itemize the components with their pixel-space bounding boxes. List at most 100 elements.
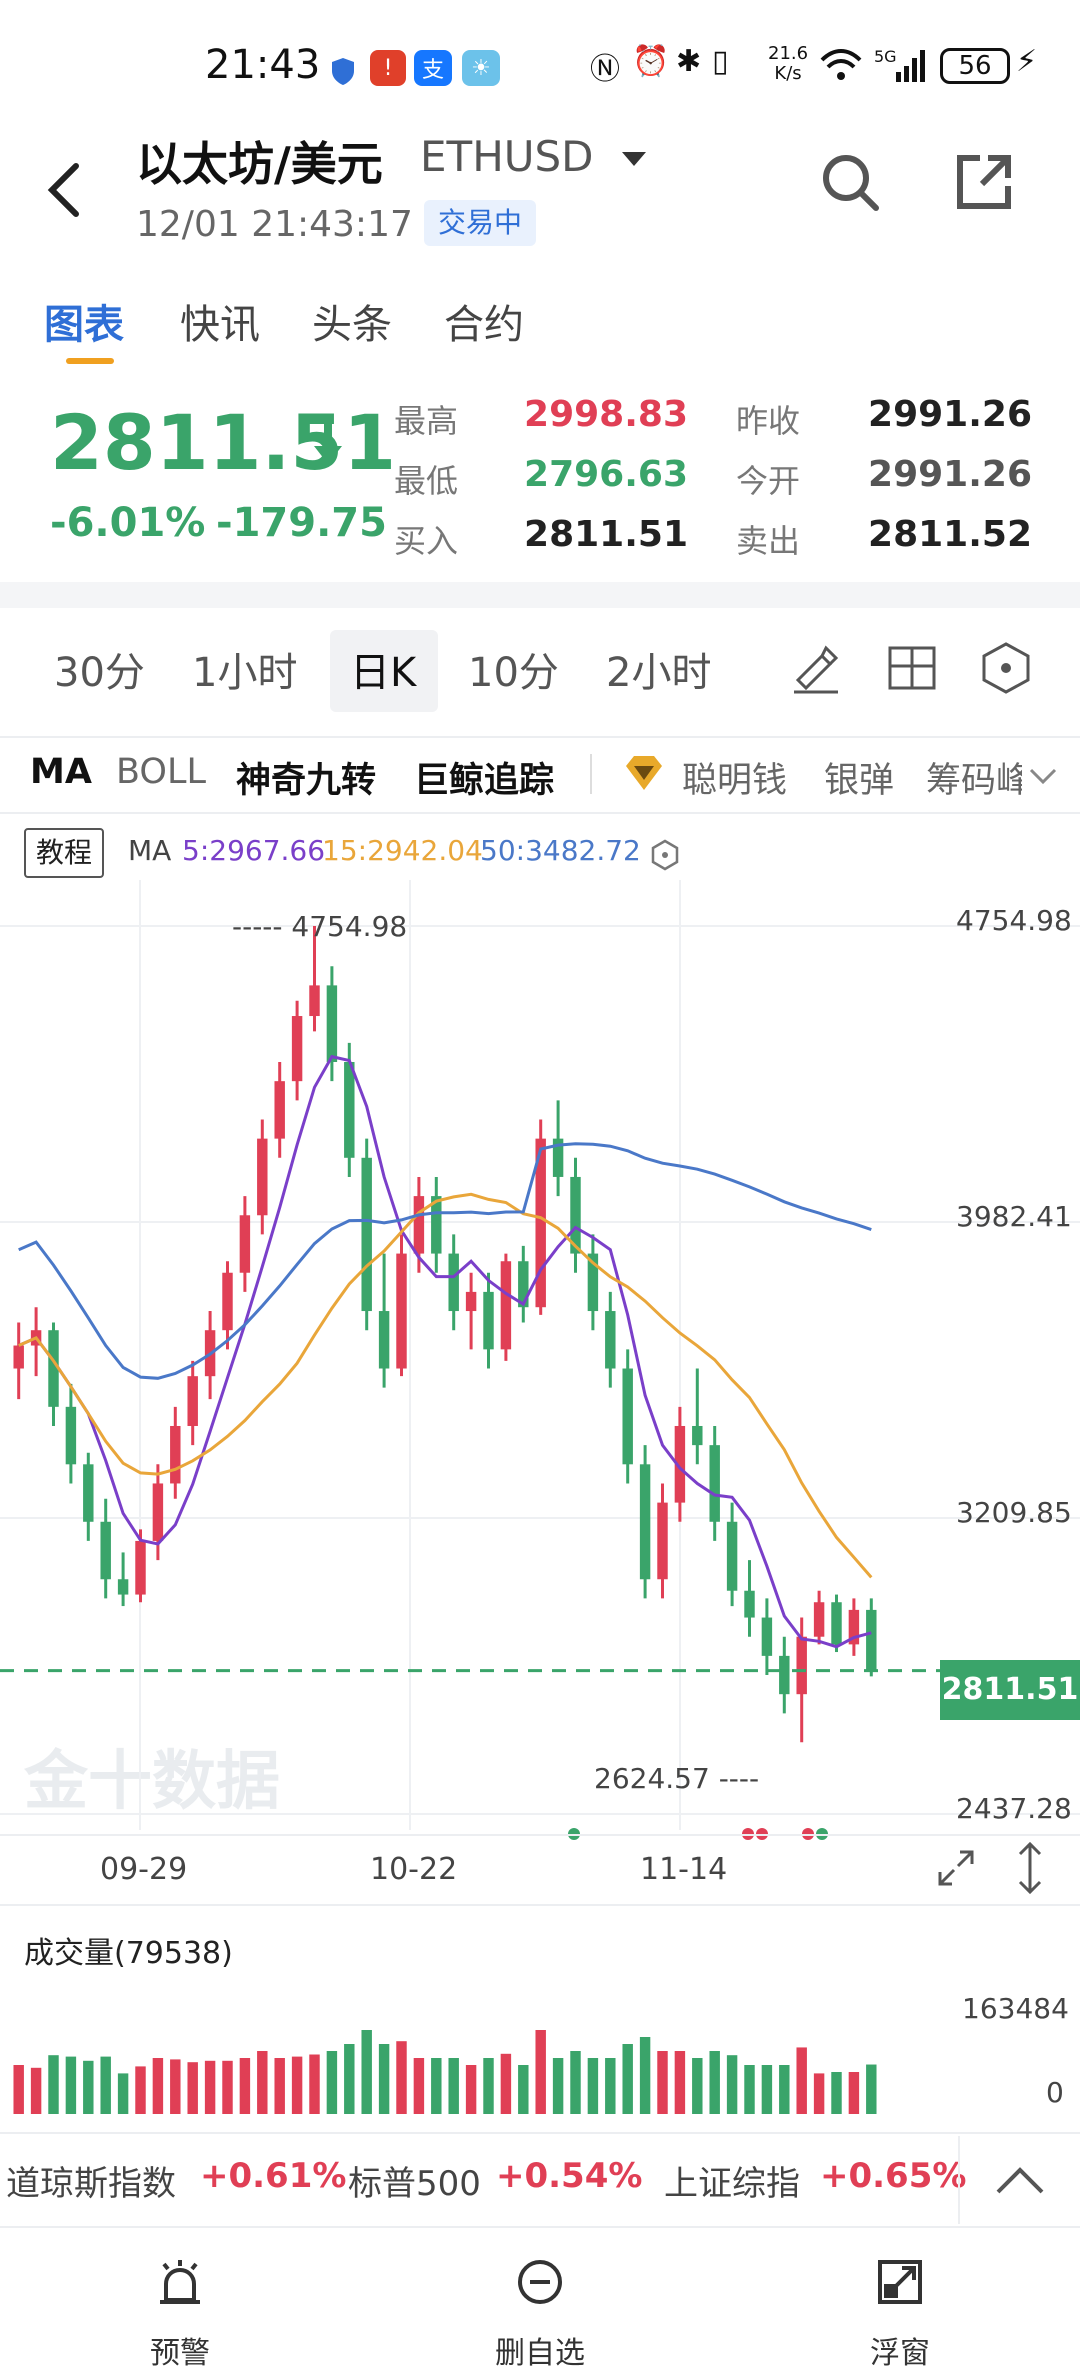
tab-headlines[interactable]: 头条 bbox=[312, 302, 392, 348]
indicator-whale-tracking[interactable]: 巨鲸追踪 bbox=[414, 761, 555, 801]
indicator-ma[interactable]: MA bbox=[30, 752, 92, 792]
alert-button[interactable]: 预警 bbox=[100, 2256, 260, 2372]
candle-body bbox=[309, 985, 320, 1017]
current-price-tag: 2811.51 bbox=[940, 1660, 1080, 1720]
watermark: 金十数据 bbox=[24, 1745, 280, 1819]
volume-bar bbox=[639, 2037, 651, 2114]
volume-bar bbox=[30, 2067, 42, 2114]
y-axis-label: 2437.28 bbox=[956, 1792, 1072, 1825]
period-10m[interactable]: 10分 bbox=[468, 650, 559, 696]
minus-circle-icon bbox=[518, 2260, 562, 2304]
x-axis-label: 11-14 bbox=[640, 1852, 728, 1887]
candle-body bbox=[361, 1157, 372, 1312]
candle-body bbox=[552, 1138, 564, 1177]
volume-bar bbox=[396, 2041, 407, 2114]
ma-settings-icon[interactable] bbox=[648, 838, 682, 872]
back-icon[interactable] bbox=[44, 160, 84, 220]
high-marker: ----- 4754.98 bbox=[232, 910, 408, 943]
period-30m[interactable]: 30分 bbox=[54, 650, 145, 696]
candle-body bbox=[779, 1655, 790, 1695]
candle-body bbox=[222, 1272, 233, 1331]
indicator-chips[interactable]: 筹码峰 bbox=[926, 761, 1022, 801]
chevron-down-icon[interactable] bbox=[1028, 766, 1058, 786]
high-value: 2998.83 bbox=[524, 394, 688, 435]
volume-bar bbox=[117, 2073, 129, 2114]
remove-watchlist-button[interactable]: 删自选 bbox=[460, 2256, 620, 2372]
candle-body bbox=[622, 1368, 633, 1465]
app-notif-icon: ! bbox=[370, 50, 406, 86]
battery-indicator: 56 bbox=[940, 48, 1010, 84]
candlestick-chart[interactable] bbox=[0, 880, 1080, 1840]
volume-bar bbox=[83, 2060, 94, 2114]
prev-close-value: 2991.26 bbox=[868, 394, 1032, 435]
candle-body bbox=[170, 1425, 181, 1484]
indicator-boll[interactable]: BOLL bbox=[116, 752, 206, 792]
ask-value: 2811.52 bbox=[868, 514, 1032, 555]
period-1h[interactable]: 1小时 bbox=[192, 650, 298, 696]
candle-body bbox=[396, 1253, 407, 1369]
candle-body bbox=[152, 1483, 164, 1541]
section-divider bbox=[0, 582, 1080, 608]
battery-level: 56 bbox=[958, 51, 992, 81]
ma-legend-label: MA bbox=[128, 834, 172, 867]
vertical-scale-icon[interactable] bbox=[1010, 1840, 1050, 1896]
net-speed: 21.6 K/s bbox=[768, 43, 809, 84]
status-time: 21:43 bbox=[205, 42, 321, 88]
volume-bar bbox=[448, 2058, 459, 2114]
divider bbox=[0, 1904, 1080, 1906]
period-daily[interactable]: 日K bbox=[350, 650, 417, 696]
candle-body bbox=[500, 1261, 512, 1350]
volume-bar bbox=[726, 2055, 738, 2114]
layout-grid-icon[interactable] bbox=[884, 640, 940, 696]
tutorial-button[interactable]: 教程 bbox=[24, 828, 105, 878]
fullscreen-icon[interactable] bbox=[934, 1846, 978, 1890]
volume-bar bbox=[309, 2054, 320, 2114]
candle-body bbox=[83, 1464, 94, 1522]
index-ticker[interactable] bbox=[0, 2132, 1080, 2228]
candle-body bbox=[605, 1311, 616, 1369]
alarm-icon: ⏰ bbox=[632, 44, 670, 79]
search-icon[interactable] bbox=[818, 150, 882, 214]
chevron-up-icon[interactable] bbox=[990, 2160, 1050, 2200]
alipay-icon: 支 bbox=[414, 50, 452, 86]
tab-contracts[interactable]: 合约 bbox=[444, 302, 524, 348]
period-2h[interactable]: 2小时 bbox=[606, 650, 712, 696]
low-marker: 2624.57 ---- bbox=[594, 1762, 760, 1795]
x-axis-label: 09-29 bbox=[100, 1852, 188, 1887]
volume-bar bbox=[257, 2051, 268, 2114]
float-window-button[interactable]: 浮窗 bbox=[820, 2256, 980, 2372]
volume-bar bbox=[500, 2053, 512, 2114]
candle-body bbox=[291, 1016, 303, 1082]
ma50-value: 50:3482.72 bbox=[480, 834, 641, 867]
volume-bar bbox=[170, 2059, 181, 2114]
chevron-down-icon[interactable] bbox=[622, 152, 646, 166]
volume-bar bbox=[152, 2058, 164, 2114]
volume-bar bbox=[761, 2065, 773, 2114]
status-badge: 交易中 bbox=[424, 200, 537, 246]
indicator-silver-bullet[interactable]: 银弹 bbox=[824, 761, 895, 801]
volume-bar bbox=[570, 2051, 581, 2114]
settings-hex-icon[interactable] bbox=[978, 640, 1034, 696]
symbol-selector[interactable]: ETHUSD bbox=[420, 132, 594, 181]
vibrate-icon: ▯ bbox=[712, 44, 729, 79]
charging-icon: ⚡ bbox=[1016, 44, 1038, 79]
tab-flash-news[interactable]: 快讯 bbox=[180, 302, 260, 348]
quote-datetime: 12/01 21:43:17 bbox=[136, 204, 413, 245]
volume-bar bbox=[535, 2030, 546, 2114]
divider bbox=[0, 1834, 1080, 1836]
draw-tool-icon[interactable] bbox=[788, 640, 844, 696]
nfc-icon: Ⓝ bbox=[590, 52, 620, 87]
status-bar: 21:43 ! 支 ☀ Ⓝ ⏰ ✱ ▯ 21.6 K/s 5G 56 ⚡ bbox=[0, 0, 1080, 130]
high-label: 最高 bbox=[394, 402, 459, 440]
tab-chart[interactable]: 图表 bbox=[44, 302, 124, 348]
remove-watchlist-label: 删自选 bbox=[495, 2336, 585, 2371]
alarm-bell-icon bbox=[160, 2260, 200, 2304]
indicator-smart-money[interactable]: 聪明钱 bbox=[682, 761, 788, 801]
candle-body bbox=[535, 1138, 546, 1308]
volume-bar bbox=[361, 2030, 372, 2114]
indicator-nine-turn[interactable]: 神奇九转 bbox=[236, 761, 377, 801]
y-axis-label: 3209.85 bbox=[956, 1496, 1072, 1529]
low-value: 2796.63 bbox=[524, 454, 688, 495]
share-icon[interactable] bbox=[952, 150, 1016, 214]
diamond-icon bbox=[626, 756, 662, 790]
